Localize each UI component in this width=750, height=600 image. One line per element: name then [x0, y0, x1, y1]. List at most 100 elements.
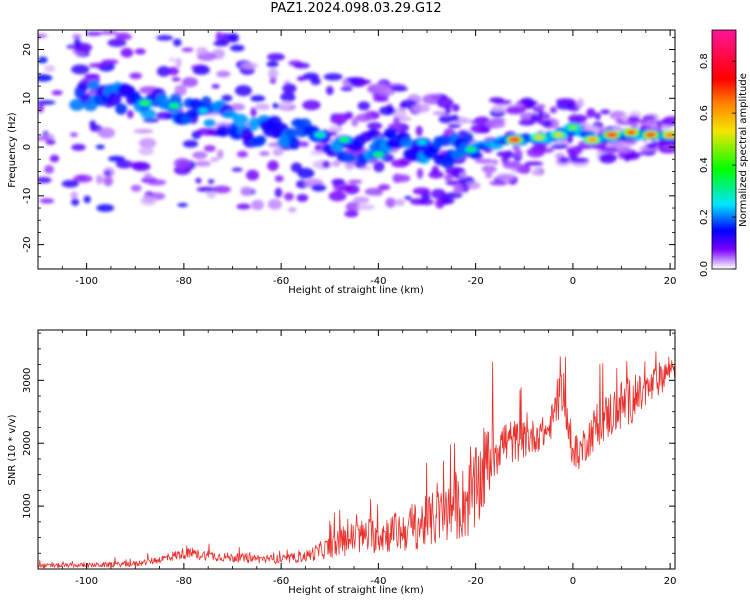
heat-ridge-cell — [248, 117, 260, 132]
colorbar-step — [712, 79, 736, 83]
colorbar-step — [712, 127, 736, 131]
heat-blob — [38, 33, 48, 38]
heat-peak-core — [535, 135, 543, 140]
colorbar-step — [712, 139, 736, 143]
colorbar-gradient — [712, 30, 736, 270]
heat-blob — [196, 47, 208, 56]
heat-blob — [323, 73, 343, 81]
colorbar-step — [712, 31, 736, 35]
heat-blob — [366, 122, 383, 130]
heat-blob — [236, 203, 251, 210]
heat-blob — [474, 158, 494, 164]
heat-blob — [347, 179, 363, 184]
colorbar-tick-label: 0.6 — [699, 105, 710, 121]
heat-blob — [586, 108, 596, 118]
heat-ridge-cell — [289, 137, 301, 150]
heat-blob — [139, 137, 157, 149]
colorbar-step — [712, 231, 736, 234]
heat-blob — [391, 159, 409, 168]
colorbar-step — [712, 33, 736, 37]
heat-blob — [328, 190, 347, 202]
heat-blob — [438, 114, 453, 124]
colorbar-step — [712, 169, 736, 173]
heat-peak-core — [608, 133, 616, 137]
y-tick-label: 2000 — [22, 430, 33, 455]
heat-blob — [194, 160, 212, 167]
heat-blob — [567, 114, 588, 122]
colorbar-step — [712, 109, 736, 113]
heat-peak-core — [316, 133, 324, 137]
heat-blob — [391, 108, 407, 118]
colorbar-step — [712, 63, 736, 67]
heat-blob — [431, 165, 440, 175]
colorbar-step — [712, 151, 736, 155]
heat-blob — [221, 94, 233, 102]
colorbar-step — [712, 87, 736, 91]
heat-blob — [115, 159, 134, 169]
colorbar-step — [712, 65, 736, 69]
snr-ticks: -100 -80 -60 -40 -20 0 20 1000 2000 3000 — [22, 330, 677, 587]
heat-blob — [400, 99, 417, 109]
heat-peak-core — [170, 103, 178, 108]
colorbar-step — [712, 71, 736, 75]
heat-blob — [412, 187, 431, 195]
spectrogram-ylabel: Frequency (Hz) — [7, 112, 18, 188]
heat-blob — [171, 77, 181, 82]
heat-blob — [104, 171, 111, 176]
heat-blob — [505, 105, 526, 115]
heat-blob — [72, 174, 93, 183]
heat-peak-core — [554, 133, 562, 137]
heat-blob — [266, 53, 285, 61]
heat-blob — [240, 186, 253, 197]
heat-ridge-cell — [232, 113, 249, 126]
heat-blob — [71, 198, 80, 206]
heat-peak-core — [588, 137, 596, 142]
heat-blob — [617, 146, 631, 154]
heat-blob — [549, 106, 558, 114]
colorbar-step — [712, 197, 736, 200]
heat-blob — [70, 191, 78, 199]
heat-blob — [441, 197, 455, 205]
colorbar-step — [712, 73, 736, 77]
heat-blob — [662, 116, 675, 126]
heat-blob — [520, 97, 534, 105]
heat-blob — [569, 157, 589, 164]
colorbar-step — [712, 225, 736, 228]
heat-blob — [181, 47, 194, 52]
heat-blob — [177, 202, 188, 208]
heat-blob — [302, 100, 321, 111]
heat-ridge-cell — [436, 134, 453, 147]
heat-blob — [646, 143, 658, 150]
colorbar-step — [712, 119, 736, 123]
colorbar-step — [712, 235, 736, 238]
heat-blob — [458, 118, 473, 124]
heat-blob — [339, 186, 354, 192]
heat-blob — [95, 174, 104, 185]
colorbar-step — [712, 247, 736, 250]
colorbar-step — [712, 191, 736, 194]
colorbar-step — [712, 203, 736, 206]
colorbar-step — [712, 261, 736, 264]
heat-blob — [411, 103, 430, 113]
heat-peak-core — [418, 140, 426, 144]
colorbar-step — [712, 57, 736, 61]
heat-blob — [394, 198, 405, 207]
heat-blob — [356, 79, 372, 85]
x-tick-label: -40 — [370, 276, 386, 287]
heat-blob — [38, 74, 53, 82]
snr-background — [38, 330, 675, 569]
colorbar-step — [712, 99, 736, 103]
heat-blob — [61, 179, 79, 188]
x-tick-label: -80 — [176, 276, 192, 287]
heat-blob — [496, 173, 515, 181]
x-tick-label: 0 — [570, 576, 576, 587]
colorbar-step — [712, 115, 736, 119]
colorbar-step — [712, 213, 736, 216]
heat-blob — [331, 160, 341, 167]
colorbar-step — [712, 113, 736, 117]
heat-blob — [638, 119, 649, 125]
heat-blob — [203, 144, 216, 152]
heat-ridge-cell — [400, 137, 414, 148]
x-tick-label: -20 — [467, 576, 483, 587]
spectrogram-xlabel: Height of straight line (km) — [288, 285, 424, 296]
